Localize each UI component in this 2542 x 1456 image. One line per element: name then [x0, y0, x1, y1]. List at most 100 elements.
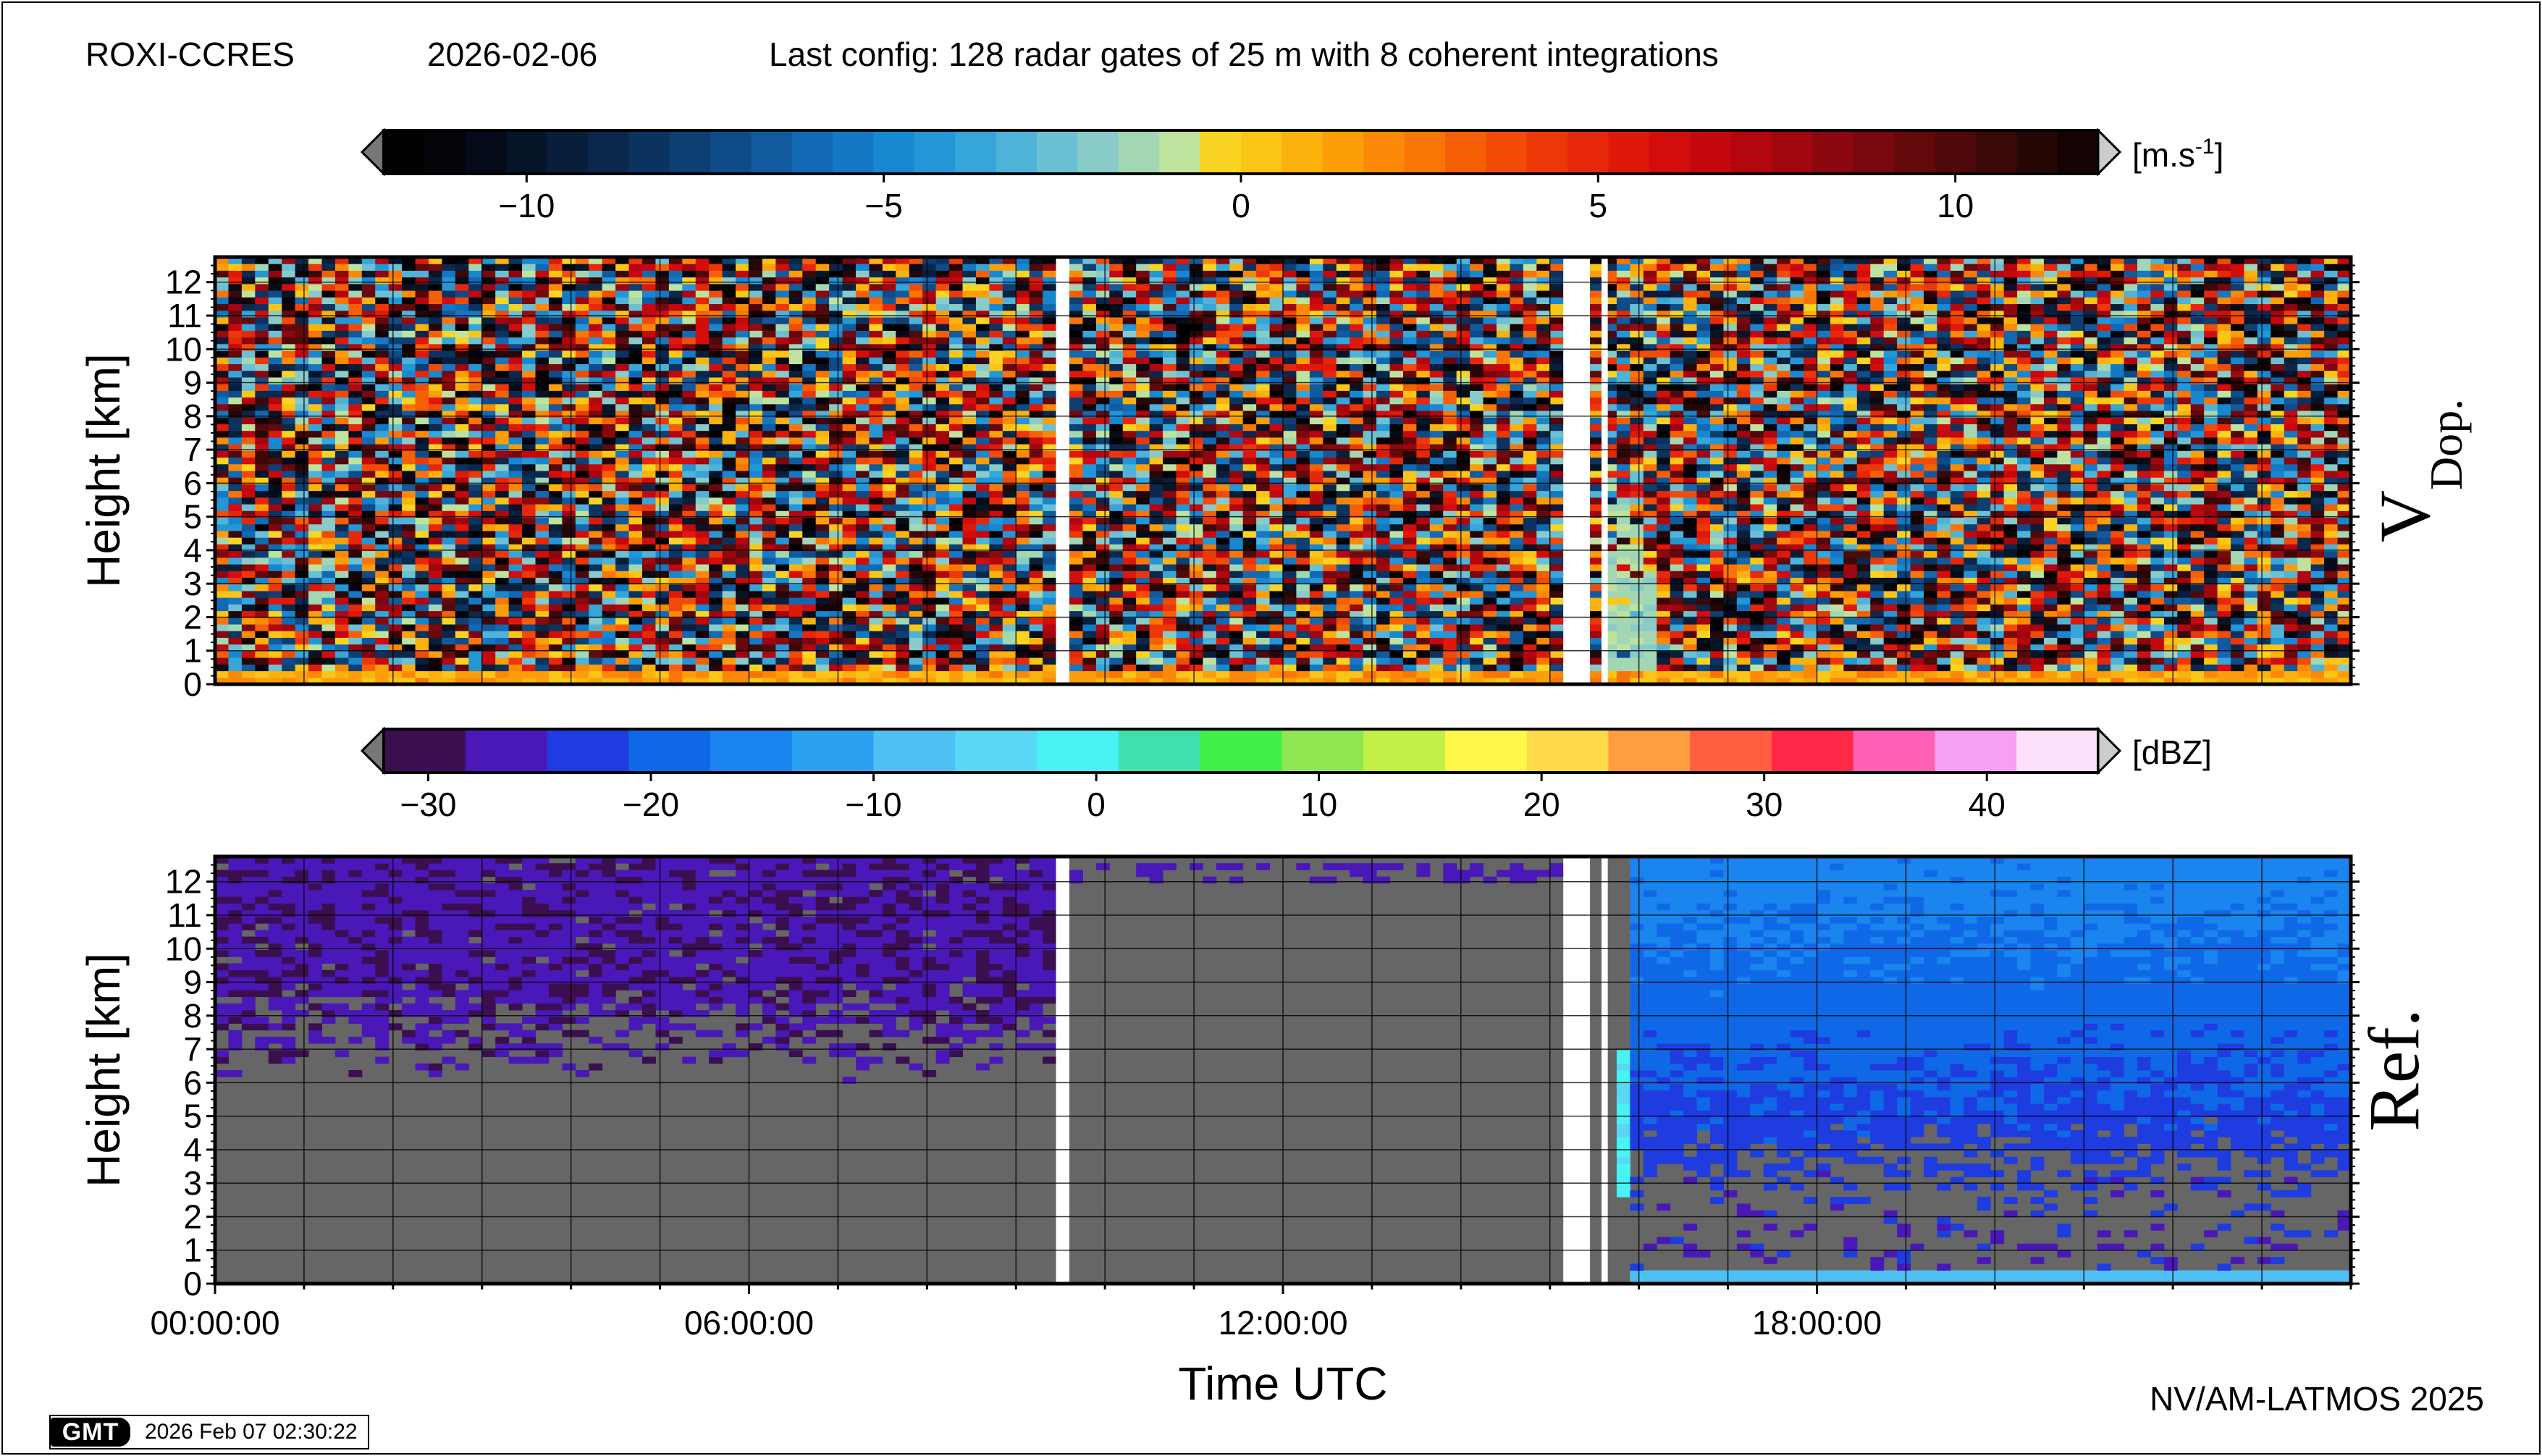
- velocity-cell: [922, 444, 937, 451]
- velocity-cell: [736, 650, 749, 658]
- velocity-cell: [522, 571, 536, 578]
- velocity-cell: [709, 571, 723, 578]
- velocity-cell: [642, 430, 656, 438]
- velocity-cell: [1216, 424, 1230, 432]
- velocity-cell: [429, 644, 442, 652]
- velocity-cell: [1163, 477, 1177, 484]
- velocity-cell: [602, 343, 616, 351]
- velocity-cell: [815, 376, 830, 384]
- velocity-cell: [935, 584, 950, 592]
- velocity-cell: [415, 477, 429, 484]
- velocity-cell: [295, 510, 309, 518]
- velocity-cell: [788, 504, 803, 511]
- velocity-cell: [308, 637, 322, 645]
- velocity-cell: [481, 484, 496, 492]
- velocity-cell: [415, 370, 429, 378]
- velocity-cell: [1176, 370, 1190, 378]
- velocity-cell: [548, 463, 563, 471]
- velocity-cell: [215, 444, 229, 451]
- velocity-cell: [429, 430, 442, 438]
- velocity-cell: [815, 264, 830, 271]
- velocity-cell: [468, 357, 483, 364]
- velocity-cell: [962, 397, 977, 405]
- velocity-cell: [642, 677, 656, 684]
- velocity-cell: [268, 457, 282, 465]
- velocity-cell: [1043, 290, 1057, 298]
- velocity-cell: [1122, 303, 1137, 311]
- velocity-cell: [909, 270, 923, 278]
- velocity-cell: [1176, 363, 1190, 371]
- velocity-cell: [602, 631, 616, 638]
- velocity-cell: [415, 330, 429, 338]
- velocity-cell: [1095, 297, 1110, 305]
- velocity-cell: [455, 417, 469, 424]
- velocity-cell: [402, 303, 416, 311]
- velocity-cell: [1082, 644, 1097, 652]
- velocity-cell: [1163, 597, 1177, 605]
- velocity-cell: [962, 324, 977, 331]
- velocity-cell: [896, 604, 910, 612]
- velocity-cell: [869, 544, 883, 552]
- velocity-cell: [348, 264, 363, 271]
- velocity-cell: [722, 316, 736, 324]
- velocity-cell: [909, 544, 923, 552]
- velocity-cell: [348, 303, 363, 311]
- velocity-cell: [802, 370, 817, 378]
- velocity-cell: [589, 457, 603, 465]
- velocity-cell: [495, 644, 510, 652]
- velocity-cell: [762, 270, 776, 278]
- velocity-cell: [548, 350, 563, 358]
- velocity-cell: [615, 644, 630, 652]
- velocity-cell: [575, 384, 589, 391]
- velocity-cell: [615, 417, 630, 424]
- velocity-cell: [882, 270, 896, 278]
- velocity-cell: [695, 376, 710, 384]
- velocity-cell: [308, 624, 322, 631]
- velocity-cell: [1189, 316, 1203, 324]
- velocity-cell: [909, 316, 923, 324]
- velocity-cell: [1176, 497, 1190, 505]
- velocity-cell: [628, 497, 643, 505]
- velocity-cell: [815, 357, 830, 364]
- velocity-cell: [402, 290, 416, 298]
- velocity-cell: [268, 337, 282, 345]
- velocity-cell: [896, 497, 910, 505]
- velocity-cell: [1109, 597, 1124, 605]
- velocity-cell: [1069, 376, 1083, 384]
- velocity-cell: [1069, 257, 1083, 264]
- velocity-cell: [522, 597, 536, 605]
- velocity-cell: [1069, 617, 1083, 625]
- velocity-cell: [682, 631, 696, 638]
- velocity-cell: [295, 376, 309, 384]
- velocity-cell: [1002, 343, 1017, 351]
- velocity-cell: [642, 477, 656, 484]
- velocity-cell: [1122, 624, 1137, 631]
- velocity-cell: [334, 650, 349, 658]
- velocity-cell: [255, 477, 269, 484]
- velocity-cell: [949, 417, 963, 424]
- velocity-cell: [1176, 557, 1190, 565]
- velocity-cell: [334, 324, 349, 331]
- velocity-cell: [869, 590, 883, 598]
- velocity-cell: [1069, 316, 1083, 324]
- velocity-cell: [575, 530, 589, 538]
- velocity-cell: [655, 530, 670, 538]
- velocity-cell: [975, 264, 990, 271]
- velocity-cell: [749, 490, 763, 498]
- velocity-cell: [1016, 577, 1030, 585]
- velocity-cell: [1082, 363, 1097, 371]
- velocity-cell: [1189, 324, 1203, 331]
- velocity-cell: [361, 437, 376, 445]
- velocity-cell: [1136, 264, 1150, 271]
- velocity-cell: [481, 444, 496, 451]
- velocity-cell: [802, 337, 817, 345]
- velocity-cell: [535, 544, 550, 552]
- velocity-cell: [1216, 584, 1230, 592]
- velocity-cell: [548, 510, 563, 518]
- velocity-cell: [1109, 424, 1124, 432]
- velocity-cell: [642, 297, 656, 305]
- velocity-cell: [668, 303, 683, 311]
- velocity-cell: [429, 277, 442, 285]
- velocity-cell: [655, 310, 670, 318]
- velocity-cell: [1016, 550, 1030, 558]
